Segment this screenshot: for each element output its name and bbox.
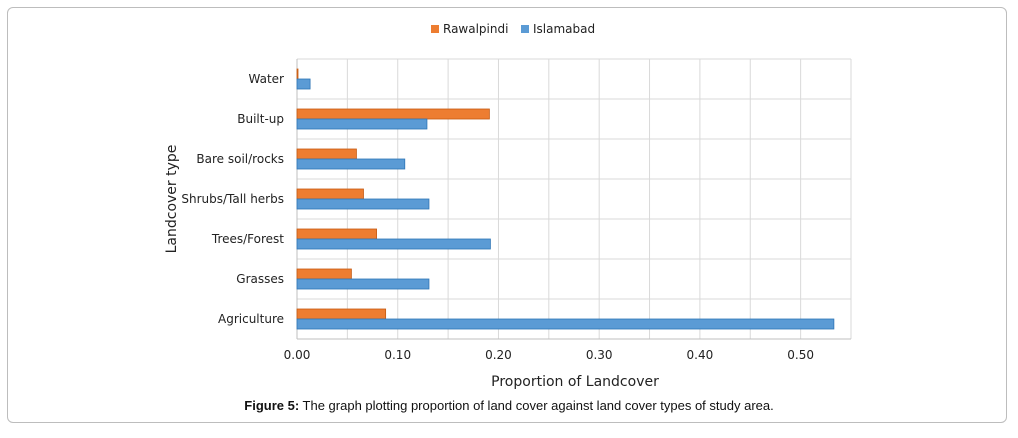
x-tick-label: 0.40 — [687, 348, 714, 362]
y-tick-label: Bare soil/rocks — [196, 152, 284, 166]
caption-text: The graph plotting proportion of land co… — [299, 398, 774, 413]
legend-swatch-islamabad — [521, 25, 529, 33]
bar-rawalpindi — [296, 308, 387, 320]
x-tick-label: 0.20 — [485, 348, 512, 362]
bar-rawalpindi — [296, 148, 357, 160]
y-tick-label: Trees/Forest — [211, 232, 284, 246]
x-tick-label: 0.00 — [284, 348, 311, 362]
x-axis-label: Proportion of Landcover — [491, 374, 659, 390]
bar-chart: Water Built-up Bare soil/rocks Shrubs/Tall … — [164, 22, 852, 390]
caption-label: Figure 5: — [244, 398, 300, 413]
bar-rawalpindi — [296, 268, 352, 280]
legend-label-rawalpindi: Rawalpindi — [443, 22, 508, 36]
y-tick-label: Agriculture — [218, 312, 284, 326]
x-tick-label: 0.50 — [787, 348, 814, 362]
figure-frame — [7, 7, 1007, 423]
x-tick-label: 0.10 — [384, 348, 411, 362]
bar-islamabad — [296, 318, 835, 330]
y-tick-labels: Water Built-up Bare soil/rocks Shrubs/Tall … — [181, 72, 284, 326]
x-tick-labels: 0.00 0.10 0.20 0.30 0.40 0.50 — [284, 348, 814, 362]
bar-islamabad — [296, 278, 430, 290]
bar-islamabad — [296, 158, 406, 170]
legend-swatch-rawalpindi — [431, 25, 439, 33]
y-tick-label: Water — [249, 72, 285, 86]
bar-islamabad — [296, 118, 428, 130]
bar-rawalpindi — [296, 108, 490, 120]
x-tick-label: 0.30 — [586, 348, 613, 362]
figure-caption: Figure 5: The graph plotting proportion … — [0, 398, 1018, 413]
y-tick-label: Built-up — [237, 112, 284, 126]
bar-islamabad — [296, 198, 430, 210]
bar-rawalpindi — [296, 188, 364, 200]
y-axis-label: Landcover type — [164, 145, 180, 254]
bar-islamabad — [296, 78, 311, 90]
bar-rawalpindi — [296, 68, 299, 80]
y-tick-label: Shrubs/Tall herbs — [181, 192, 284, 206]
bar-rawalpindi — [296, 228, 377, 240]
legend: Rawalpindi Islamabad — [431, 22, 595, 36]
grid-lines — [296, 58, 852, 340]
legend-label-islamabad: Islamabad — [533, 22, 595, 36]
y-tick-label: Grasses — [236, 272, 284, 286]
bars — [296, 68, 835, 330]
bar-islamabad — [296, 238, 491, 250]
